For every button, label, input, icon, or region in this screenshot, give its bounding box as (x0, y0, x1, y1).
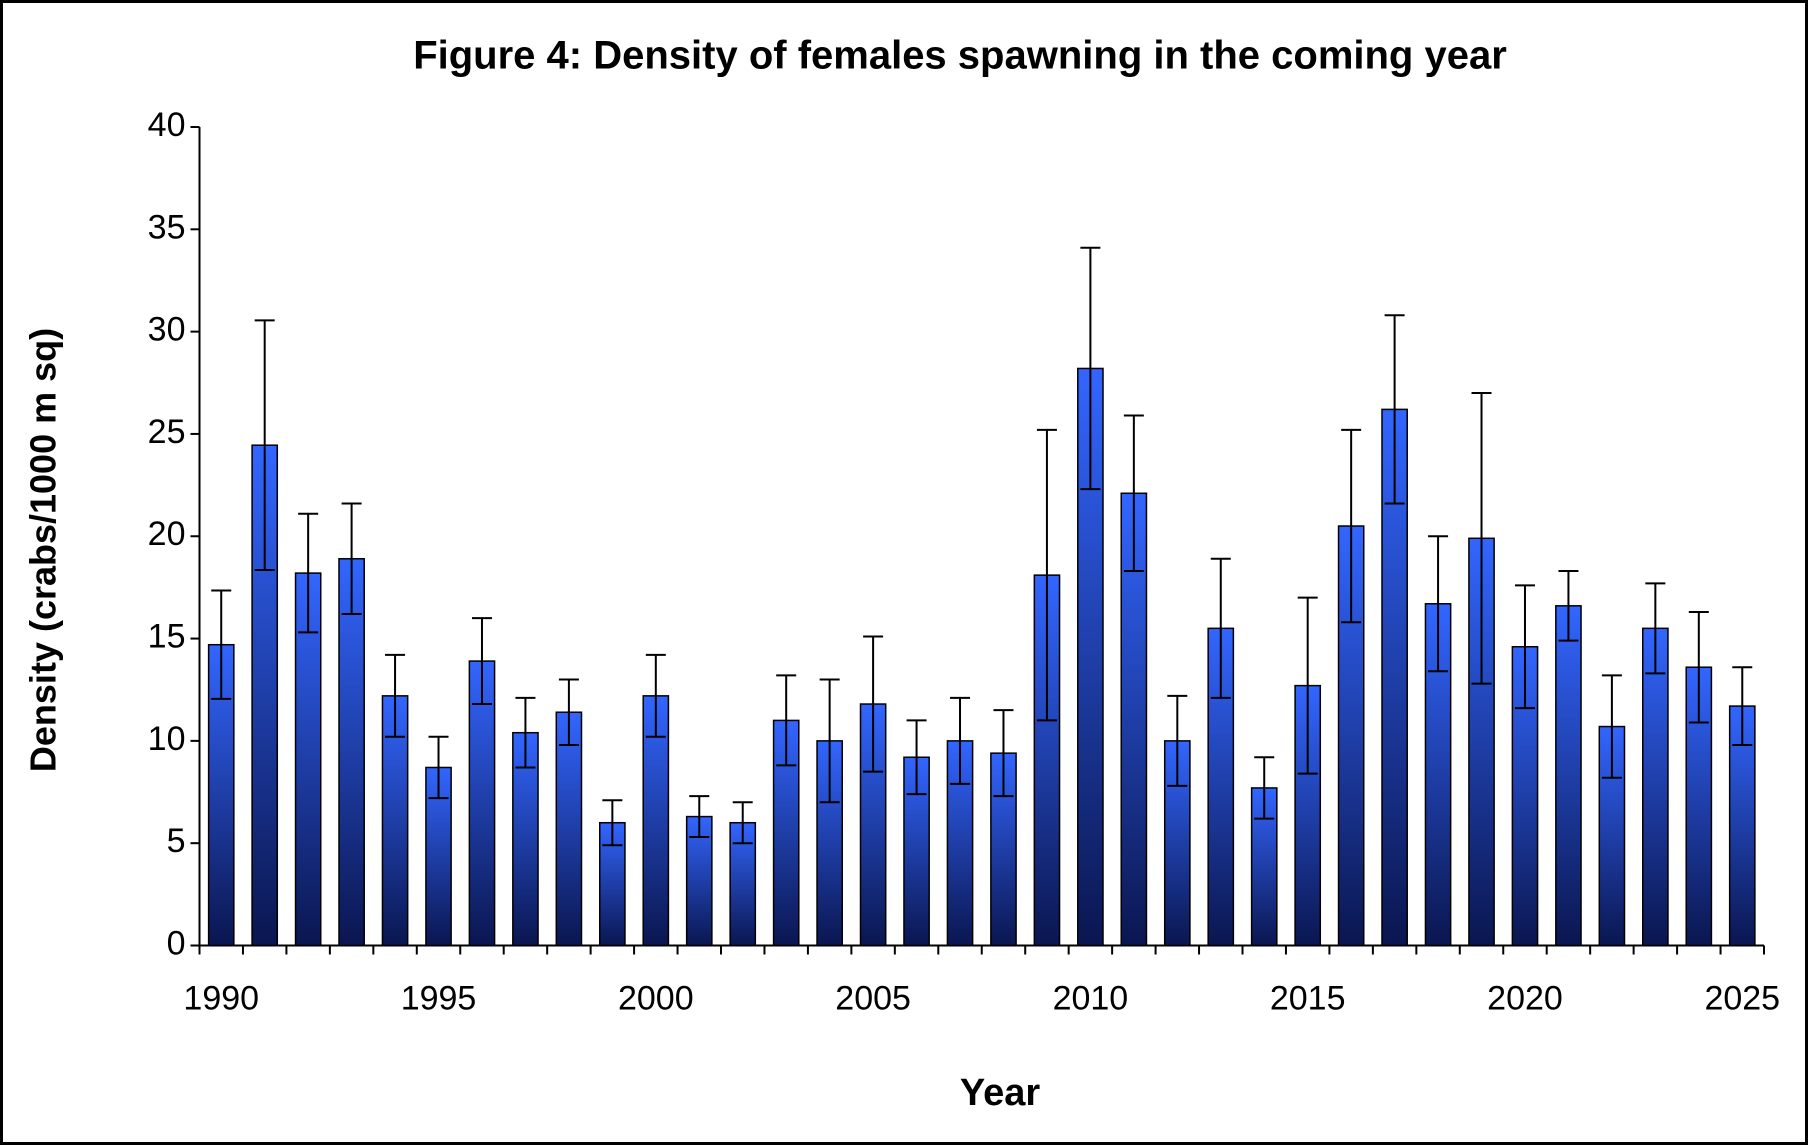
chart-title: Figure 4: Density of females spawning in… (413, 34, 1507, 78)
bar (1728, 705, 1756, 947)
bar (338, 558, 365, 947)
x-tick-label: 1990 (183, 979, 259, 1017)
y-tick-label: 5 (167, 822, 186, 860)
x-tick-label: 2020 (1487, 979, 1563, 1017)
y-tick-label: 25 (148, 413, 186, 451)
x-tick-label: 2010 (1053, 979, 1129, 1017)
x-tick-label: 2000 (618, 979, 694, 1017)
bar (816, 740, 843, 947)
bar (685, 815, 713, 947)
y-tick-label: 15 (148, 618, 186, 656)
x-tick-label: 1995 (401, 979, 477, 1017)
x-tick-label: 2005 (835, 979, 911, 1017)
x-axis-label: Year (960, 1072, 1041, 1114)
bar (294, 572, 322, 947)
y-tick-label: 30 (148, 311, 186, 349)
x-tick-label: 2025 (1704, 979, 1780, 1017)
bar (1642, 627, 1669, 947)
bar (1685, 666, 1713, 947)
y-tick-label: 0 (167, 924, 186, 962)
x-tick-label: 2015 (1270, 979, 1346, 1017)
bar (1555, 605, 1582, 947)
bar (555, 711, 583, 947)
y-tick-label: 40 (148, 106, 186, 144)
y-tick-label: 10 (148, 720, 186, 758)
y-axis-label: Density (crabs/1000 m sq) (23, 328, 64, 772)
bar (990, 752, 1017, 947)
y-tick-label: 35 (148, 208, 186, 246)
bar (468, 660, 496, 947)
y-tick-label: 20 (148, 515, 186, 553)
